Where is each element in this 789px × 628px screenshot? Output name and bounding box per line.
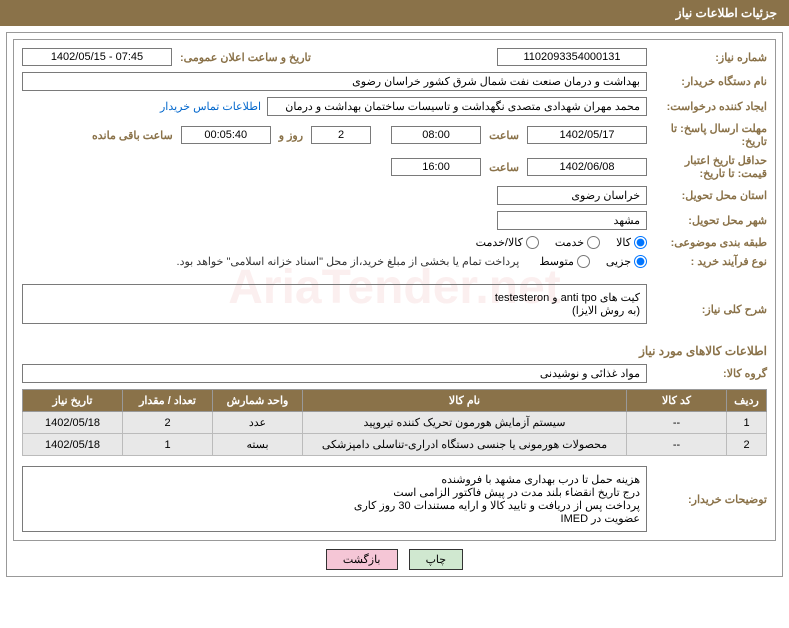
cell-name: سیستم آزمایش هورمون تحریک کننده تیروپید <box>303 412 627 434</box>
label-announce: تاریخ و ساعت اعلان عمومی: <box>172 51 319 64</box>
cell-unit: عدد <box>213 412 303 434</box>
label-remaining: ساعت باقی مانده <box>84 129 181 142</box>
goods-table: ردیف کد کالا نام کالا واحد شمارش تعداد /… <box>22 389 767 456</box>
radio-goods[interactable]: کالا <box>616 236 647 249</box>
label-purchase-type: نوع فرآیند خرید : <box>647 255 767 268</box>
purchase-note: پرداخت تمام یا بخشی از مبلغ خرید،از محل … <box>177 255 520 268</box>
cell-code: -- <box>627 412 727 434</box>
field-deadline-date: 1402/05/17 <box>527 126 647 144</box>
label-validity-time: ساعت <box>481 161 527 174</box>
row-deadline: مهلت ارسال پاسخ: تا تاریخ: 1402/05/17 سا… <box>22 122 767 148</box>
label-province: استان محل تحویل: <box>647 189 767 202</box>
label-need-number: شماره نیاز: <box>647 51 767 64</box>
label-overview: شرح کلی نیاز: <box>647 303 767 316</box>
cell-name: محصولات هورمونی یا جنسی دستگاه ادراری-تن… <box>303 434 627 456</box>
field-deadline-time: 08:00 <box>391 126 481 144</box>
cell-row: 1 <box>727 412 767 434</box>
row-purchase-type: نوع فرآیند خرید : جزیی متوسط پرداخت تمام… <box>22 255 767 268</box>
row-goods-group: گروه کالا: مواد غذائی و نوشیدنی <box>22 364 767 383</box>
th-date: تاریخ نیاز <box>23 390 123 412</box>
row-category: طبقه بندی موضوعی: کالا خدمت کالا/خدمت <box>22 236 767 249</box>
note-line: هزینه حمل تا درب بهداری مشهد با فروشنده <box>29 473 640 486</box>
page-header: جزئیات اطلاعات نیاز <box>0 0 789 26</box>
note-line: عضویت در IMED <box>29 512 640 525</box>
cell-date: 1402/05/18 <box>23 434 123 456</box>
row-need-number: شماره نیاز: 1102093354000131 تاریخ و ساع… <box>22 48 767 66</box>
field-days: 2 <box>311 126 371 144</box>
cell-row: 2 <box>727 434 767 456</box>
label-deadline-time: ساعت <box>481 129 527 142</box>
label-deadline: مهلت ارسال پاسخ: تا تاریخ: <box>647 122 767 148</box>
print-button[interactable]: چاپ <box>409 549 464 570</box>
field-city: مشهد <box>497 211 647 230</box>
field-validity-time: 16:00 <box>391 158 481 176</box>
row-overview: شرح کلی نیاز: کیت های anti tpo و testest… <box>22 284 767 334</box>
cell-unit: بسته <box>213 434 303 456</box>
radio-service-input[interactable] <box>587 236 600 249</box>
radio-goods-service[interactable]: کالا/خدمت <box>476 236 539 249</box>
table-row: 1 -- سیستم آزمایش هورمون تحریک کننده تیر… <box>23 412 767 434</box>
th-row: ردیف <box>727 390 767 412</box>
outer-container: AriaTender.net شماره نیاز: 1102093354000… <box>6 32 783 577</box>
cell-qty: 1 <box>123 434 213 456</box>
field-need-number: 1102093354000131 <box>497 48 647 66</box>
button-row: چاپ بازگشت <box>13 549 776 570</box>
label-buyer-notes: توضیحات خریدار: <box>647 493 767 506</box>
label-requester: ایجاد کننده درخواست: <box>647 100 767 113</box>
field-validity-date: 1402/06/08 <box>527 158 647 176</box>
row-buyer-org: نام دستگاه خریدار: بهداشت و درمان صنعت ن… <box>22 72 767 91</box>
row-validity: حداقل تاریخ اعتبار قیمت: تا تاریخ: 1402/… <box>22 154 767 180</box>
note-line: درج تاریخ انقضاء بلند مدت در پیش فاکتور … <box>29 486 640 499</box>
radio-partial[interactable]: جزیی <box>606 255 647 268</box>
purchase-type-radios: جزیی متوسط <box>527 255 647 268</box>
th-unit: واحد شمارش <box>213 390 303 412</box>
back-button[interactable]: بازگشت <box>326 549 398 570</box>
field-overview: کیت های anti tpo و testesteron (به روش ا… <box>22 284 647 324</box>
field-remaining: 00:05:40 <box>181 126 271 144</box>
content-box: AriaTender.net شماره نیاز: 1102093354000… <box>13 39 776 541</box>
radio-goods-input[interactable] <box>634 236 647 249</box>
note-line: پرداخت پس از دریافت و تایید کالا و ارایه… <box>29 499 640 512</box>
row-province: استان محل تحویل: خراسان رضوی <box>22 186 767 205</box>
th-code: کد کالا <box>627 390 727 412</box>
field-goods-group: مواد غذائی و نوشیدنی <box>22 364 647 383</box>
radio-service[interactable]: خدمت <box>555 236 600 249</box>
category-radios: کالا خدمت کالا/خدمت <box>464 236 647 249</box>
table-header-row: ردیف کد کالا نام کالا واحد شمارش تعداد /… <box>23 390 767 412</box>
field-buyer-org: بهداشت و درمان صنعت نفت شمال شرق کشور خر… <box>22 72 647 91</box>
radio-partial-input[interactable] <box>634 255 647 268</box>
table-row: 2 -- محصولات هورمونی یا جنسی دستگاه ادرا… <box>23 434 767 456</box>
page-title: جزئیات اطلاعات نیاز <box>676 6 777 20</box>
label-buyer-org: نام دستگاه خریدار: <box>647 75 767 88</box>
radio-goods-service-input[interactable] <box>526 236 539 249</box>
th-qty: تعداد / مقدار <box>123 390 213 412</box>
th-name: نام کالا <box>303 390 627 412</box>
cell-date: 1402/05/18 <box>23 412 123 434</box>
field-requester: محمد مهران شهدادی متصدی نگهداشت و تاسیسا… <box>267 97 647 116</box>
goods-section-title: اطلاعات کالاهای مورد نیاز <box>22 344 767 358</box>
label-goods-group: گروه کالا: <box>647 367 767 380</box>
cell-code: -- <box>627 434 727 456</box>
label-city: شهر محل تحویل: <box>647 214 767 227</box>
field-announce: 1402/05/15 - 07:45 <box>22 48 172 66</box>
label-days: روز و <box>271 129 311 142</box>
cell-qty: 2 <box>123 412 213 434</box>
row-city: شهر محل تحویل: مشهد <box>22 211 767 230</box>
label-category: طبقه بندی موضوعی: <box>647 236 767 249</box>
contact-link[interactable]: اطلاعات تماس خریدار <box>160 100 261 113</box>
field-buyer-notes: هزینه حمل تا درب بهداری مشهد با فروشنده … <box>22 466 647 532</box>
row-buyer-notes: توضیحات خریدار: هزینه حمل تا درب بهداری … <box>22 466 767 532</box>
radio-medium[interactable]: متوسط <box>539 255 590 268</box>
field-province: خراسان رضوی <box>497 186 647 205</box>
row-requester: ایجاد کننده درخواست: محمد مهران شهدادی م… <box>22 97 767 116</box>
radio-medium-input[interactable] <box>577 255 590 268</box>
label-validity: حداقل تاریخ اعتبار قیمت: تا تاریخ: <box>647 154 767 180</box>
